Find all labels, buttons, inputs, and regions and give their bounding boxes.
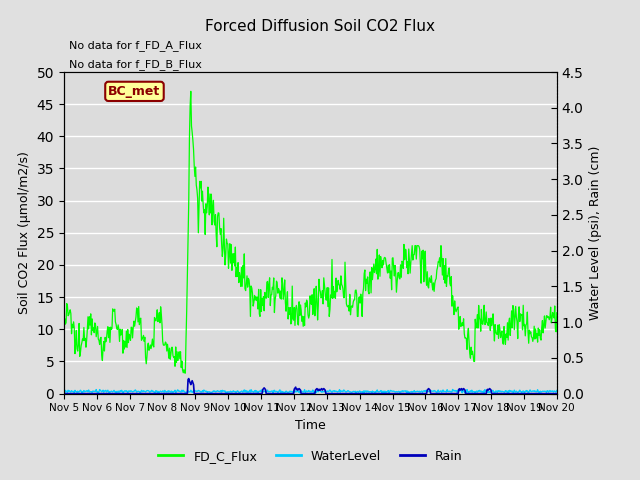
Y-axis label: Water Level (psi), Rain (cm): Water Level (psi), Rain (cm) xyxy=(589,145,602,320)
Text: BC_met: BC_met xyxy=(108,85,161,98)
Text: Forced Diffusion Soil CO2 Flux: Forced Diffusion Soil CO2 Flux xyxy=(205,19,435,34)
Text: No data for f_FD_A_Flux: No data for f_FD_A_Flux xyxy=(69,40,202,51)
Text: No data for f_FD_B_Flux: No data for f_FD_B_Flux xyxy=(69,59,202,70)
Legend: FD_C_Flux, WaterLevel, Rain: FD_C_Flux, WaterLevel, Rain xyxy=(153,445,468,468)
Y-axis label: Soil CO2 Flux (μmol/m2/s): Soil CO2 Flux (μmol/m2/s) xyxy=(18,151,31,314)
X-axis label: Time: Time xyxy=(295,419,326,432)
